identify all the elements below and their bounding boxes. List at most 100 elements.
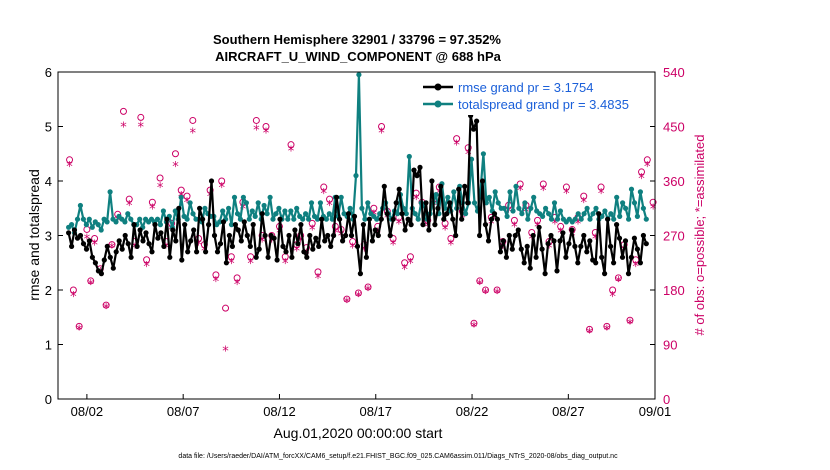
rmse-point (375, 232, 381, 239)
obs-assimilated-marker: * (218, 181, 225, 196)
spread-point (362, 216, 368, 222)
obs-assimilated-marker: * (172, 160, 179, 175)
rmse-point (622, 238, 629, 244)
rmse-point (447, 200, 453, 206)
spread-point (406, 153, 412, 160)
obs-possible-marker (218, 177, 226, 185)
spread-point (273, 211, 279, 217)
obs-assimilated-marker: * (91, 239, 98, 254)
spread-point (623, 205, 629, 211)
spread-point (626, 216, 632, 222)
spread-point (98, 227, 104, 233)
rmse-point (307, 232, 313, 239)
obs-assimilated-marker: * (66, 160, 73, 175)
spread-point (634, 213, 641, 219)
obs-possible-marker (597, 183, 605, 191)
spread-point (252, 213, 258, 219)
spread-point (261, 202, 267, 209)
obs-assimilated-marker: * (132, 242, 139, 257)
spread-point (575, 211, 581, 217)
spread-point (578, 216, 584, 222)
rmse-point (265, 254, 271, 260)
rmse-point (363, 254, 369, 260)
spread-point (590, 211, 596, 217)
rmse-point (453, 232, 459, 239)
obs-assimilated-marker: * (632, 260, 639, 275)
series-lines (66, 72, 649, 277)
spread-point (617, 213, 623, 219)
spread-point (104, 219, 110, 225)
obs-possible-marker (349, 238, 357, 246)
rmse-point (518, 246, 524, 252)
obs-assimilated-marker: * (378, 127, 385, 142)
rmse-point (527, 265, 533, 271)
obs-assimilated-marker: * (138, 121, 145, 136)
rmse-point (69, 243, 75, 249)
spread-point (608, 211, 614, 217)
obs-possible-marker (470, 319, 478, 327)
rmse-point (161, 243, 167, 249)
spread-point (525, 216, 531, 222)
rmse-point (325, 232, 331, 239)
spread-point (643, 216, 649, 222)
rmse-point (143, 230, 149, 236)
rmse-point (384, 211, 390, 217)
obs-assimilated-marker: * (228, 257, 235, 272)
rmse-point (125, 241, 131, 247)
spread-point (631, 200, 638, 206)
obs-assimilated-marker: * (563, 187, 570, 202)
rmse-point (569, 227, 575, 233)
y-tick-label: 6 (45, 65, 52, 80)
spread-point (513, 183, 519, 189)
rmse-point (229, 243, 235, 249)
legend-spread-label: totalspread grand pr = 3.4835 (458, 97, 629, 112)
rmse-point (366, 216, 372, 222)
rmse-point (310, 246, 316, 252)
rmse-point (191, 227, 197, 233)
obs-assimilated-marker: * (609, 290, 616, 305)
spread-point (285, 216, 291, 222)
obs-possible-marker (453, 135, 461, 143)
rmse-point (280, 243, 286, 249)
rmse-point (179, 257, 185, 263)
chart-subtitle: AIRCRAFT_U_WIND_COMPONENT @ 688 hPa (215, 49, 501, 64)
spread-point (154, 216, 161, 222)
rmse-point (226, 232, 232, 239)
rmse-point (334, 194, 340, 200)
rmse-point (566, 241, 572, 247)
spread-point (314, 216, 321, 222)
obs-possible-marker (493, 286, 501, 294)
obs-assimilated-marker: * (540, 184, 547, 199)
rmse-point (524, 243, 530, 249)
rmse-point (223, 260, 229, 266)
rmse-point (533, 254, 539, 260)
obs-possible-marker (510, 216, 518, 224)
obs-possible-marker (516, 180, 524, 188)
spread-point (412, 211, 418, 217)
spread-point (95, 222, 101, 228)
rmse-point (417, 164, 423, 170)
y-tick-label: 4 (45, 174, 52, 189)
obs-assimilated-marker: * (263, 127, 270, 142)
rmse-point (429, 178, 435, 184)
obs-possible-marker (389, 235, 397, 243)
obs-possible-marker (137, 113, 145, 121)
spread-point (507, 189, 513, 195)
y-axis-label: rmse and totalspread (26, 169, 42, 301)
obs-assimilated-marker: * (413, 193, 420, 208)
legend-box (421, 77, 651, 115)
rmse-point (274, 257, 280, 263)
spread-point (74, 216, 81, 222)
obs-assimilated-marker: * (143, 260, 150, 275)
spread-point (637, 189, 644, 195)
spread-point (231, 194, 238, 200)
spread-point (359, 205, 365, 211)
obs-assimilated-marker: * (109, 242, 116, 257)
rmse-point (345, 211, 352, 217)
spread-point (300, 216, 306, 222)
spread-point (157, 222, 163, 228)
y-tick-label: 5 (45, 120, 52, 135)
rmse-point (170, 227, 176, 233)
rmse-point (432, 222, 438, 228)
rmse-point (152, 222, 158, 228)
